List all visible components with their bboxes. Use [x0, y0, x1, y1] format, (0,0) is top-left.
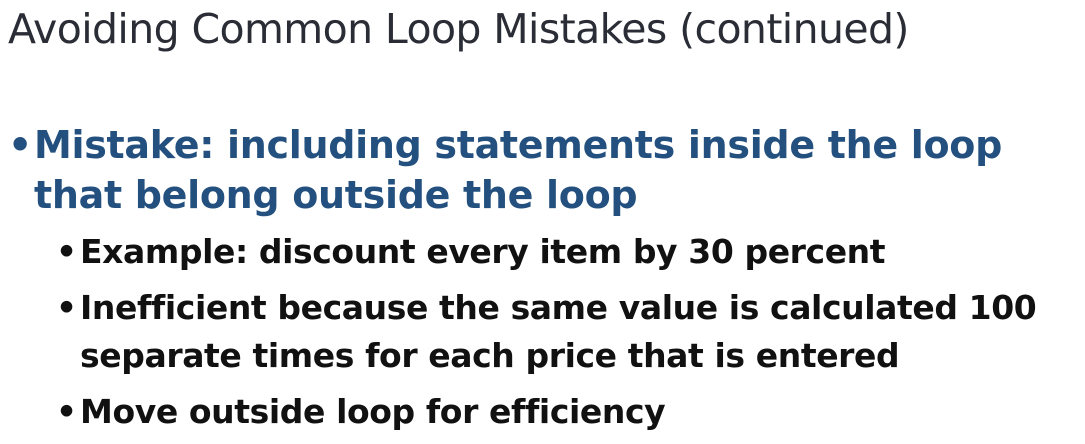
main-bullet: • Mistake: including statements inside t… — [8, 120, 1078, 220]
slide-title: Avoiding Common Loop Mistakes (continued… — [8, 5, 909, 53]
main-bullet-text: Mistake: including statements inside the… — [34, 123, 1002, 217]
bullet-marker: • — [56, 232, 77, 271]
sub-bullet-list: • Example: discount every item by 30 per… — [56, 228, 1081, 444]
sub-bullet-text: Example: discount every item by 30 perce… — [80, 232, 886, 271]
sub-bullet-text: Move outside loop for efficiency — [80, 392, 666, 431]
sub-bullet-text: Inefficient because the same value is ca… — [80, 288, 1037, 375]
sub-bullet-inefficient: • Inefficient because the same value is … — [56, 284, 1081, 380]
sub-bullet-example: • Example: discount every item by 30 per… — [56, 228, 1081, 276]
sub-bullet-move-outside: • Move outside loop for efficiency — [56, 388, 1081, 436]
bullet-marker: • — [56, 392, 77, 431]
bullet-marker: • — [8, 123, 32, 167]
bullet-marker: • — [56, 288, 77, 327]
